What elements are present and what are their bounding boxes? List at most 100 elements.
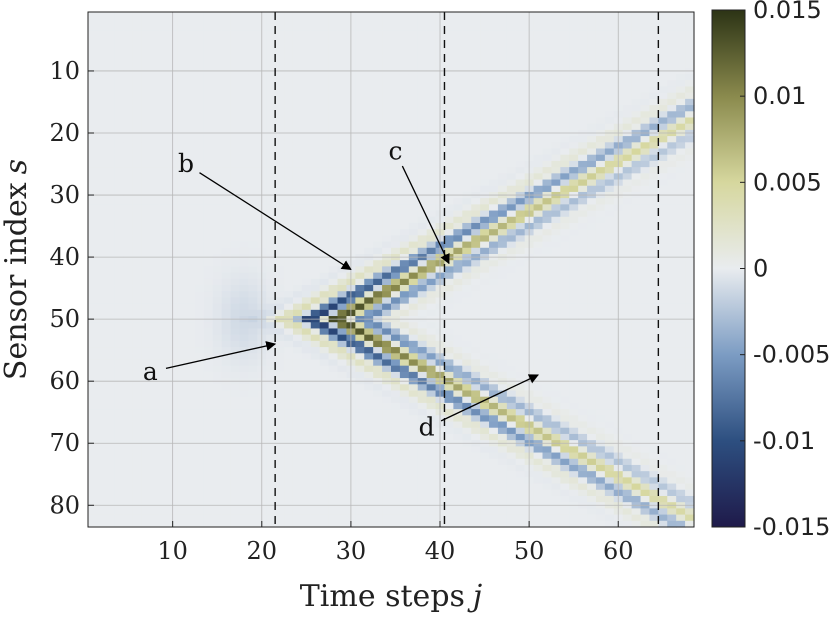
heat-cell [275,136,285,143]
heat-cell [587,24,597,31]
heat-cell [560,43,570,50]
heat-cell [569,99,579,106]
heat-cell [97,359,107,366]
heat-cell [480,124,490,131]
heat-cell [186,471,196,478]
heat-cell [569,409,579,416]
heat-cell [133,142,143,149]
heat-cell [569,124,579,131]
heat-cell [195,248,205,255]
heat-cell [534,397,544,404]
heat-cell [222,341,232,348]
heat-cell [159,465,169,472]
heat-cell [605,242,615,249]
heat-cell [507,353,517,360]
heat-cell [311,471,321,478]
heat-cell [382,372,392,379]
heat-cell [596,341,606,348]
heat-cell [159,111,169,118]
heat-cell [596,223,606,230]
heat-cell [133,217,143,224]
heat-cell [462,434,472,441]
heat-cell [284,428,294,435]
heat-cell [400,353,410,360]
heat-cell [534,484,544,491]
heat-cell [489,180,499,187]
heat-cell [293,204,303,211]
heat-cell [578,93,588,100]
heat-cell [213,366,223,373]
heat-cell [97,62,107,69]
heat-cell [560,99,570,106]
heat-cell [462,477,472,484]
heat-cell [177,515,187,522]
heat-cell [543,304,553,311]
heat-cell [427,459,437,466]
heat-cell [311,217,321,224]
heat-cell [560,186,570,193]
heat-cell [329,273,339,280]
heat-cell [364,149,374,156]
heat-cell [382,508,392,515]
heat-cell [605,353,615,360]
heat-cell [186,204,196,211]
heat-cell [248,180,258,187]
heat-cell [329,24,339,31]
heat-cell [204,484,214,491]
heat-cell [569,390,579,397]
heat-cell [213,242,223,249]
heat-cell [97,124,107,131]
heat-cell [578,18,588,25]
heat-cell [311,453,321,460]
heat-cell [534,366,544,373]
heat-cell [150,260,160,267]
heat-cell [382,74,392,81]
heat-cell [409,242,419,249]
heat-cell [507,155,517,162]
heat-cell [364,74,374,81]
heat-cell [462,235,472,242]
heat-cell [355,403,365,410]
heat-cell [159,24,169,31]
heat-cell [507,322,517,329]
heat-cell [400,484,410,491]
heat-cell [195,155,205,162]
heat-cell [596,180,606,187]
heat-cell [605,310,615,317]
heat-cell [471,173,481,180]
heat-cell [150,124,160,131]
heat-cell [427,260,437,267]
heat-cell [106,484,116,491]
heat-cell [222,211,232,218]
heat-cell [382,62,392,69]
heat-cell [373,434,383,441]
heat-cell [543,93,553,100]
heat-cell [204,74,214,81]
heat-cell [124,279,134,286]
heat-cell [275,93,285,100]
heat-cell [240,211,250,218]
heat-cell [605,217,615,224]
heat-cell [605,223,615,230]
heat-cell [311,459,321,466]
heat-cell [516,93,526,100]
heat-cell [489,428,499,435]
heat-cell [444,43,454,50]
heat-cell [400,223,410,230]
heat-cell [480,310,490,317]
heat-cell [186,297,196,304]
heat-cell [266,434,276,441]
heat-cell [534,198,544,205]
heat-cell [88,204,98,211]
heat-cell [195,304,205,311]
heat-cell [141,279,151,286]
heat-cell [560,180,570,187]
heat-cell [186,328,196,335]
heat-cell [418,74,428,81]
heat-cell [284,508,294,515]
heat-cell [409,372,419,379]
heat-cell [302,341,312,348]
heat-cell [88,24,98,31]
heat-cell [115,422,125,429]
heat-cell [605,304,615,311]
